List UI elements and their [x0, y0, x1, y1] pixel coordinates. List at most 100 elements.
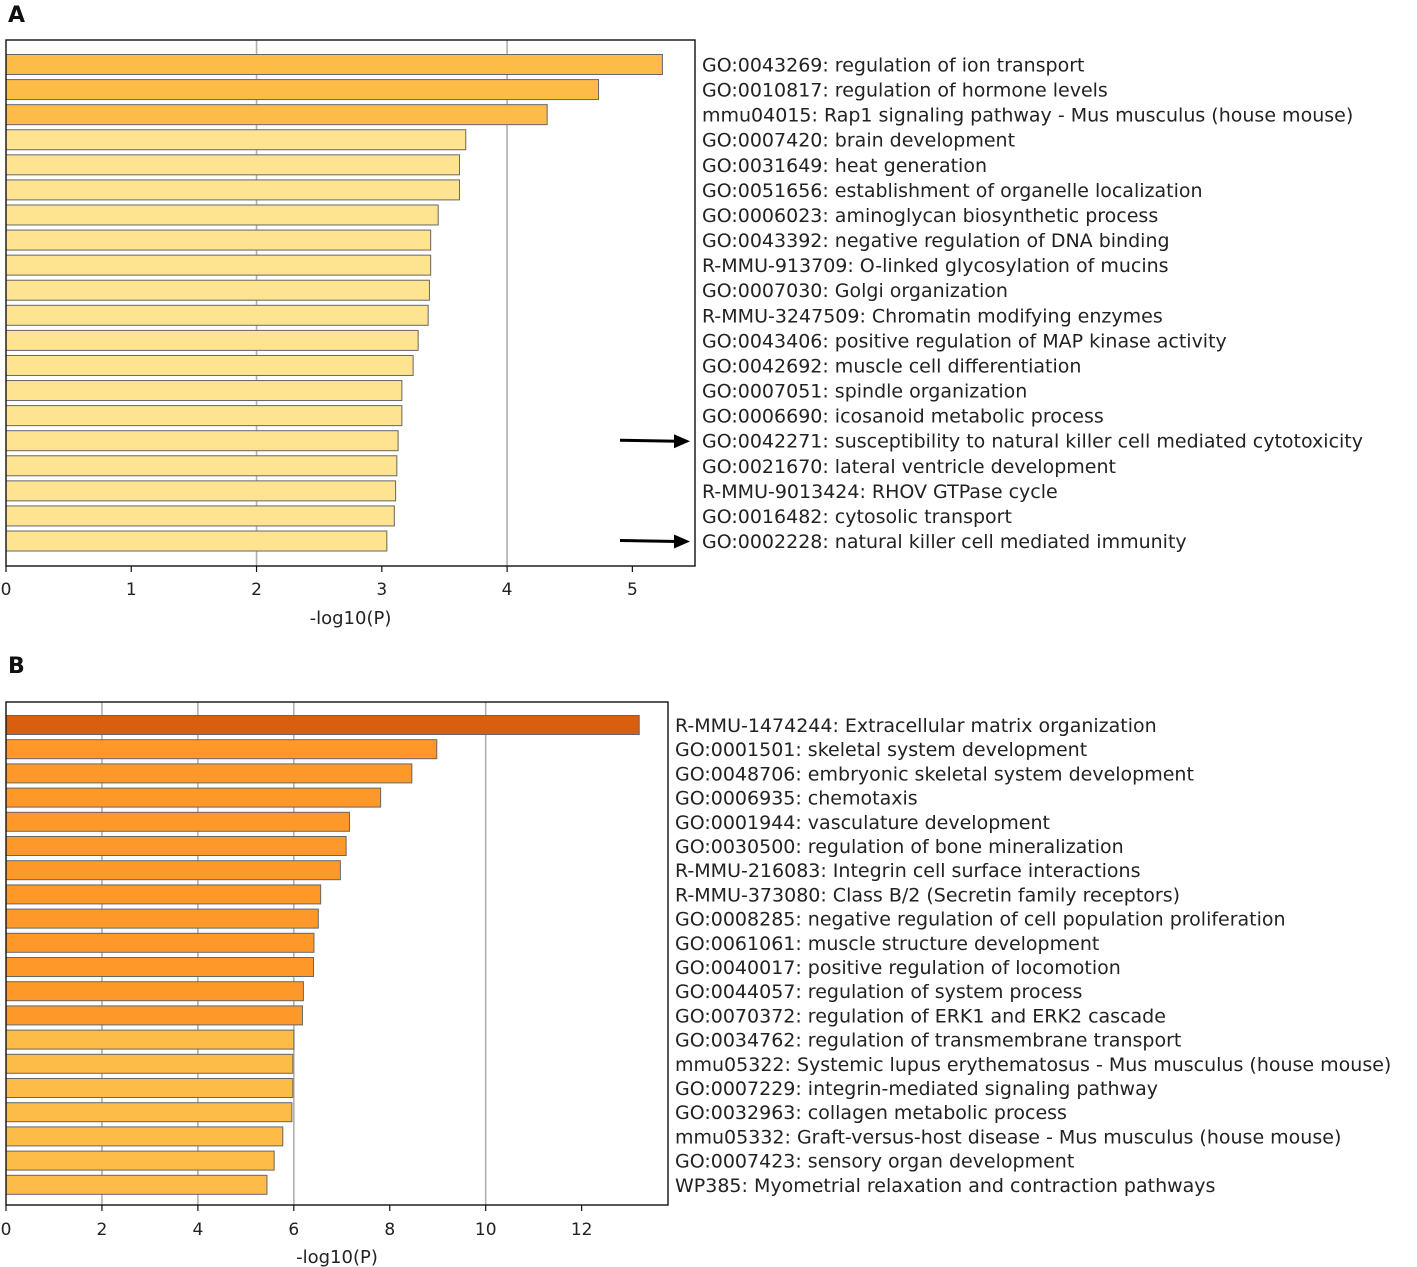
- panel-a-bar: [5, 179, 460, 201]
- panel-a-term-label: GO:0043392: negative regulation of DNA b…: [702, 230, 1170, 252]
- panel-b-term-label: GO:0032963: collagen metabolic process: [675, 1102, 1067, 1124]
- panel-a-term-label: GO:0031649: heat generation: [702, 155, 987, 177]
- panel-b-bar: [5, 1053, 294, 1074]
- panel-b-term-label: GO:0007229: integrin-mediated signaling …: [675, 1078, 1158, 1100]
- panel-b-term-label: GO:0040017: positive regulation of locom…: [675, 957, 1121, 979]
- panel-a-term-label: GO:0010817: regulation of hormone levels: [702, 80, 1108, 102]
- panel-b-x-tick-label: 12: [571, 1220, 593, 1240]
- panel-a-chart: A GO:0043269: regulation of ion transpor…: [1, 3, 1363, 629]
- panel-a-term-label: GO:0042271: susceptibility to natural ki…: [702, 431, 1363, 453]
- panel-a-bar: [5, 204, 439, 226]
- panel-a-term-label: GO:0051656: establishment of organelle l…: [702, 180, 1203, 202]
- panel-b-bar: [5, 932, 315, 953]
- panel-b-bar: [5, 1078, 294, 1098]
- panel-b-term-label: GO:0030500: regulation of bone mineraliz…: [675, 836, 1124, 858]
- panel-b-term-label: GO:0034762: regulation of transmembrane …: [675, 1030, 1181, 1052]
- panel-a-bar: [5, 279, 430, 301]
- panel-b-term-label: GO:0061061: muscle structure development: [675, 933, 1099, 955]
- panel-b-term-label: GO:0007423: sensory organ development: [675, 1151, 1074, 1173]
- panel-a-bar: [5, 154, 460, 176]
- panel-b-bar: [5, 1102, 293, 1123]
- panel-a-x-tick-label: 1: [126, 580, 137, 600]
- panel-a-bar: [5, 455, 398, 477]
- panel-b-bar: [5, 1029, 295, 1050]
- panel-b-bar: [5, 1150, 275, 1171]
- panel-a-x-tick-label: 3: [376, 580, 387, 600]
- panel-b-letter: B: [8, 654, 25, 679]
- panel-a-term-label: R-MMU-9013424: RHOV GTPase cycle: [702, 481, 1058, 503]
- panel-a-term-label: GO:0043269: regulation of ion transport: [702, 55, 1084, 77]
- panel-a-term-label: GO:0016482: cytosolic transport: [702, 506, 1012, 528]
- panel-b-x-tick-label: 6: [288, 1220, 299, 1240]
- panel-a-bar: [5, 354, 414, 376]
- panel-b-term-label: GO:0001501: skeletal system development: [675, 739, 1087, 761]
- panel-b-axes-frame: [5, 701, 669, 1206]
- panel-a-bar: [5, 129, 467, 151]
- panel-a-bar: [5, 304, 429, 326]
- panel-a-arrow-head: [674, 534, 690, 549]
- panel-b-bar: [5, 860, 341, 881]
- panel-a-axes-frame: [5, 39, 696, 567]
- panel-a-x-tick-label: 5: [627, 580, 638, 600]
- panel-b-x-tick-label: 2: [97, 1220, 108, 1240]
- panel-b-bar: [5, 884, 322, 905]
- panel-b-term-label: GO:0008285: negative regulation of cell …: [675, 909, 1286, 931]
- panel-b-bar: [5, 1174, 268, 1195]
- panel-b-term-label: R-MMU-1474244: Extracellular matrix orga…: [675, 715, 1157, 737]
- panel-b-term-label: WP385: Myometrial relaxation and contrac…: [675, 1175, 1215, 1197]
- panel-a-bar: [5, 505, 395, 527]
- panel-a-bar: [5, 480, 397, 502]
- panel-b-term-label: GO:0048706: embryonic skeletal system de…: [675, 763, 1194, 785]
- panel-a-x-tick-label: 4: [502, 580, 513, 600]
- panel-a-bar: [5, 329, 419, 351]
- panel-b-term-label: mmu05332: Graft-versus-host disease - Mu…: [675, 1126, 1341, 1148]
- panel-a-term-label: R-MMU-3247509: Chromatin modifying enzym…: [702, 305, 1163, 327]
- panel-b-term-label: GO:0044057: regulation of system process: [675, 981, 1082, 1003]
- panel-a-arrow-head: [674, 434, 690, 449]
- panel-a-bar: [5, 104, 548, 126]
- panel-b-x-tick-label: 8: [384, 1220, 395, 1240]
- panel-a-x-tick-label: 2: [251, 580, 262, 600]
- panel-b-term-label: R-MMU-216083: Integrin cell surface inte…: [675, 860, 1140, 882]
- panel-b-term-label: GO:0070372: regulation of ERK1 and ERK2 …: [675, 1005, 1166, 1027]
- panel-a-x-tick-label: 0: [1, 580, 12, 600]
- panel-b-bar: [5, 957, 314, 977]
- panel-a-term-label: GO:0007420: brain development: [702, 130, 1015, 152]
- panel-b-bar: [5, 981, 304, 1002]
- panel-b-term-label: mmu05322: Systemic lupus erythematosus -…: [675, 1054, 1391, 1076]
- panel-a-term-label: GO:0021670: lateral ventricle developmen…: [702, 456, 1116, 478]
- panel-a-term-label: GO:0006690: icosanoid metabolic process: [702, 406, 1104, 428]
- panel-b-term-label: GO:0001944: vasculature development: [675, 812, 1050, 834]
- panel-a-term-label: GO:0042692: muscle cell differentiation: [702, 355, 1081, 377]
- panel-b-term-label: R-MMU-373080: Class B/2 (Secretin family…: [675, 884, 1180, 906]
- panel-a-term-label: GO:0007030: Golgi organization: [702, 280, 1008, 302]
- panel-b-x-tick-label: 4: [192, 1220, 203, 1240]
- panel-a-bar: [5, 405, 403, 427]
- panel-a-bar: [5, 380, 403, 402]
- panel-a-bar: [5, 430, 399, 452]
- panel-b-bar: [5, 739, 438, 760]
- panel-a-bar: [5, 254, 432, 276]
- panel-a-x-axis-label: -log10(P): [310, 608, 392, 629]
- panel-a-bar: [5, 79, 600, 101]
- panel-a-arrow-shaft: [619, 438, 679, 443]
- panel-b-bar: [5, 1126, 284, 1147]
- panel-a-term-label: GO:0002228: natural killer cell mediated…: [702, 531, 1187, 553]
- panel-b-x-tick-label: 0: [1, 1220, 12, 1240]
- panel-a-term-label: mmu04015: Rap1 signaling pathway - Mus m…: [702, 105, 1353, 127]
- panel-a-bar: [5, 530, 388, 552]
- panel-b-bar: [5, 715, 640, 735]
- panel-b-bar: [5, 1005, 303, 1026]
- panel-a-bar: [5, 54, 663, 75]
- panel-a-letter: A: [8, 3, 25, 28]
- panel-b-term-label: GO:0006935: chemotaxis: [675, 788, 918, 810]
- panel-b-x-tick-label: 10: [475, 1220, 497, 1240]
- panel-b-bar: [5, 787, 382, 808]
- panel-a-term-label: R-MMU-913709: O-linked glycosylation of …: [702, 255, 1169, 277]
- panel-a-arrow-shaft: [619, 539, 679, 544]
- panel-b-bar: [5, 908, 319, 929]
- panel-b-bar: [5, 811, 350, 832]
- panel-a-term-label: GO:0006023: aminoglycan biosynthetic pro…: [702, 205, 1158, 227]
- panel-a-term-label: GO:0043406: positive regulation of MAP k…: [702, 330, 1227, 352]
